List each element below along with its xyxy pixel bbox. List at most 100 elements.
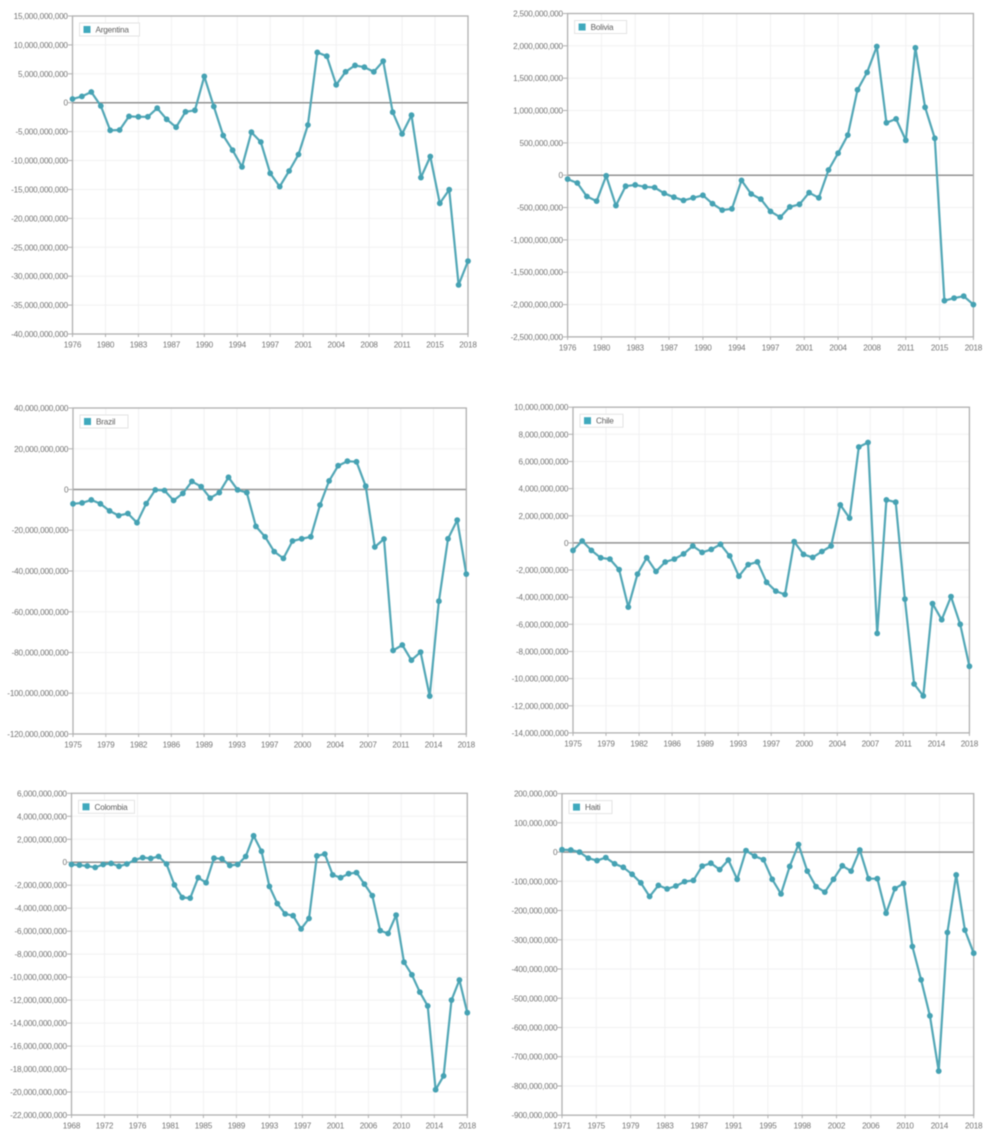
svg-text:1976: 1976 [129, 1122, 147, 1131]
svg-text:-16,000,000,000: -16,000,000,000 [10, 1042, 67, 1051]
svg-text:0: 0 [553, 848, 558, 857]
svg-text:-4,000,000,000: -4,000,000,000 [516, 593, 569, 602]
svg-text:2014: 2014 [928, 739, 946, 748]
svg-text:Brazil: Brazil [96, 418, 116, 427]
svg-text:0: 0 [63, 99, 68, 108]
svg-text:6,000,000,000: 6,000,000,000 [519, 458, 569, 467]
svg-text:2000: 2000 [294, 741, 312, 750]
svg-text:1990: 1990 [694, 343, 712, 352]
svg-text:2011: 2011 [394, 341, 411, 350]
svg-text:1987: 1987 [660, 343, 678, 352]
svg-text:1987: 1987 [690, 1122, 708, 1131]
svg-text:-800,000,000: -800,000,000 [511, 1082, 558, 1091]
svg-text:1,500,000,000: 1,500,000,000 [513, 74, 563, 83]
svg-text:2008: 2008 [360, 341, 378, 350]
svg-text:2018: 2018 [961, 739, 979, 748]
svg-text:2007: 2007 [359, 741, 377, 750]
svg-text:2001: 2001 [294, 341, 312, 350]
svg-text:2006: 2006 [862, 1122, 880, 1131]
svg-text:1982: 1982 [130, 741, 148, 750]
svg-text:-12,000,000,000: -12,000,000,000 [512, 702, 569, 711]
svg-text:-300,000,000: -300,000,000 [511, 936, 558, 945]
svg-text:2014: 2014 [426, 1122, 444, 1131]
svg-text:1983: 1983 [656, 1122, 674, 1131]
svg-text:1989: 1989 [195, 741, 213, 750]
svg-text:1990: 1990 [196, 341, 214, 350]
svg-text:1997: 1997 [261, 741, 279, 750]
svg-text:5,000,000,000: 5,000,000,000 [18, 70, 68, 79]
svg-text:10,000,000,000: 10,000,000,000 [514, 403, 569, 412]
svg-text:-6,000,000,000: -6,000,000,000 [15, 927, 68, 936]
svg-text:-10,000,000,000: -10,000,000,000 [512, 675, 569, 684]
svg-text:100,000,000: 100,000,000 [514, 819, 558, 828]
svg-text:1971: 1971 [553, 1122, 571, 1131]
svg-text:1976: 1976 [559, 343, 577, 352]
svg-text:-900,000,000: -900,000,000 [511, 1111, 558, 1120]
svg-text:2014: 2014 [931, 1122, 949, 1131]
svg-text:-35,000,000,000: -35,000,000,000 [11, 301, 68, 310]
svg-text:2010: 2010 [393, 1122, 411, 1131]
svg-text:1983: 1983 [130, 341, 148, 350]
svg-text:2,000,000,000: 2,000,000,000 [513, 42, 563, 51]
svg-text:2018: 2018 [965, 343, 983, 352]
svg-text:2014: 2014 [425, 741, 443, 750]
svg-text:-4,000,000,000: -4,000,000,000 [15, 904, 68, 913]
svg-text:-2,500,000,000: -2,500,000,000 [511, 333, 564, 342]
svg-text:-20,000,000,000: -20,000,000,000 [10, 1088, 67, 1097]
svg-text:-120,000,000,000: -120,000,000,000 [7, 730, 69, 739]
svg-text:2011: 2011 [392, 741, 409, 750]
svg-text:1983: 1983 [626, 343, 644, 352]
svg-text:6,000,000,000: 6,000,000,000 [17, 789, 67, 798]
svg-text:0: 0 [564, 539, 569, 548]
svg-text:Argentina: Argentina [96, 26, 130, 35]
svg-text:2011: 2011 [895, 739, 912, 748]
svg-text:1975: 1975 [588, 1122, 606, 1131]
svg-text:1989: 1989 [696, 739, 714, 748]
svg-text:1991: 1991 [725, 1122, 743, 1131]
svg-text:2008: 2008 [863, 343, 881, 352]
svg-text:Haiti: Haiti [585, 803, 601, 812]
svg-text:-500,000,000: -500,000,000 [517, 204, 564, 213]
svg-text:-2,000,000,000: -2,000,000,000 [516, 566, 569, 575]
svg-text:-40,000,000,000: -40,000,000,000 [11, 330, 68, 339]
svg-text:500,000,000: 500,000,000 [520, 139, 564, 148]
svg-text:1994: 1994 [728, 343, 746, 352]
svg-text:0: 0 [559, 171, 564, 180]
svg-text:1979: 1979 [622, 1122, 640, 1131]
svg-text:Bolivia: Bolivia [591, 23, 614, 32]
svg-text:-14,000,000,000: -14,000,000,000 [512, 729, 569, 738]
svg-text:20,000,000,000: 20,000,000,000 [14, 445, 69, 454]
svg-text:1993: 1993 [261, 1122, 279, 1131]
svg-text:-14,000,000,000: -14,000,000,000 [10, 1019, 67, 1028]
svg-text:2018: 2018 [965, 1122, 983, 1131]
svg-text:4,000,000,000: 4,000,000,000 [17, 812, 67, 821]
svg-text:-8,000,000,000: -8,000,000,000 [15, 950, 68, 959]
svg-text:1997: 1997 [762, 739, 780, 748]
svg-text:1980: 1980 [593, 343, 611, 352]
svg-text:2018: 2018 [458, 741, 476, 750]
svg-text:2006: 2006 [360, 1122, 378, 1131]
svg-text:-400,000,000: -400,000,000 [511, 965, 558, 974]
svg-text:1995: 1995 [759, 1122, 777, 1131]
svg-text:1986: 1986 [663, 739, 681, 748]
svg-text:-2,000,000,000: -2,000,000,000 [15, 881, 68, 890]
svg-text:-20,000,000,000: -20,000,000,000 [12, 526, 69, 535]
svg-text:2,000,000,000: 2,000,000,000 [17, 835, 67, 844]
svg-text:-15,000,000,000: -15,000,000,000 [11, 186, 68, 195]
svg-text:-700,000,000: -700,000,000 [511, 1053, 558, 1062]
svg-text:-200,000,000: -200,000,000 [511, 907, 558, 916]
svg-text:-100,000,000,000: -100,000,000,000 [7, 689, 69, 698]
svg-text:8,000,000,000: 8,000,000,000 [519, 430, 569, 439]
svg-text:0: 0 [64, 486, 69, 495]
svg-text:2018: 2018 [459, 341, 477, 350]
svg-text:2,500,000,000: 2,500,000,000 [513, 10, 563, 19]
svg-text:-6,000,000,000: -6,000,000,000 [516, 620, 569, 629]
svg-text:-600,000,000: -600,000,000 [511, 1024, 558, 1033]
svg-text:-10,000,000,000: -10,000,000,000 [10, 973, 67, 982]
svg-text:2015: 2015 [426, 341, 444, 350]
svg-text:1972: 1972 [96, 1122, 114, 1131]
svg-text:2010: 2010 [896, 1122, 914, 1131]
svg-text:1989: 1989 [228, 1122, 246, 1131]
svg-text:-8,000,000,000: -8,000,000,000 [516, 648, 569, 657]
svg-text:1975: 1975 [564, 739, 582, 748]
